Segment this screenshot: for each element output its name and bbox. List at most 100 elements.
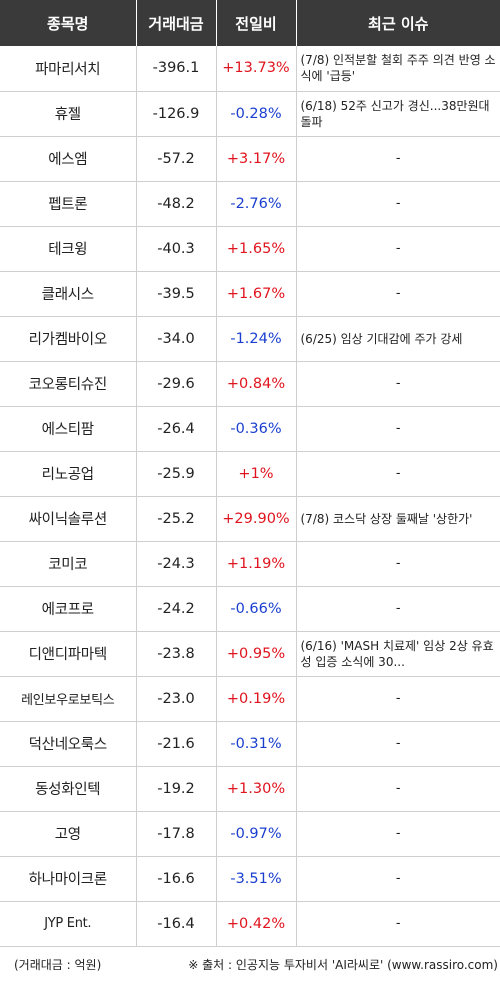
trade-volume: -25.2 (136, 496, 217, 542)
recent-issue: - (296, 181, 500, 227)
trade-volume: -25.9 (136, 451, 217, 497)
recent-issue: - (296, 226, 500, 272)
recent-issue-text: - (395, 915, 401, 931)
stock-name: 디앤디파마텍 (0, 631, 137, 677)
price-change: -0.31% (216, 721, 297, 767)
recent-issue: - (296, 361, 500, 407)
stock-name: 리노공업 (0, 451, 137, 497)
price-change: -0.36% (216, 406, 297, 452)
price-change: +13.73% (216, 46, 297, 92)
header-issue: 최근 이슈 (296, 0, 500, 46)
price-change: +1.67% (216, 271, 297, 317)
stock-name: 레인보우로보틱스 (0, 676, 137, 722)
recent-issue: - (296, 901, 500, 947)
recent-issue-text: - (395, 150, 401, 166)
table-row: 리노공업 -25.9 +1% - (0, 451, 500, 497)
trade-volume: -396.1 (136, 46, 217, 92)
trade-volume: -40.3 (136, 226, 217, 272)
recent-issue-text: - (395, 555, 401, 571)
price-change: +0.95% (216, 631, 297, 677)
recent-issue-text: - (395, 420, 401, 436)
price-change: +3.17% (216, 136, 297, 182)
recent-issue: - (296, 406, 500, 452)
table-row: 펩트론 -48.2 -2.76% - (0, 181, 500, 227)
stock-name: 코오롱티슈진 (0, 361, 137, 407)
price-change: +1.30% (216, 766, 297, 812)
recent-issue: (6/16) 'MASH 치료제' 임상 2상 유효성 입증 소식에 30... (296, 631, 500, 677)
recent-issue-text: - (395, 375, 401, 391)
price-change: +29.90% (216, 496, 297, 542)
recent-issue-text: - (395, 285, 401, 301)
table-row: 레인보우로보틱스 -23.0 +0.19% - (0, 676, 500, 722)
recent-issue-text: - (395, 780, 401, 796)
recent-issue: - (296, 811, 500, 857)
stock-name: 테크윙 (0, 226, 137, 272)
trade-volume: -21.6 (136, 721, 217, 767)
stock-name: 코미코 (0, 541, 137, 587)
table-row: 테크윙 -40.3 +1.65% - (0, 226, 500, 272)
stock-table: 종목명 거래대금 전일비 최근 이슈 파마리서치 -396.1 +13.73% (7/… (0, 0, 500, 947)
trade-volume: -17.8 (136, 811, 217, 857)
price-change: +0.42% (216, 901, 297, 947)
unit-note: (거래대금 : 억원) (14, 958, 102, 972)
table-row: 코미코 -24.3 +1.19% - (0, 541, 500, 587)
price-change: -1.24% (216, 316, 297, 362)
price-change: +1.65% (216, 226, 297, 272)
recent-issue: - (296, 451, 500, 497)
stock-name: 덕산네오룩스 (0, 721, 137, 767)
recent-issue: (6/25) 임상 기대감에 주가 강세 (296, 316, 500, 362)
stock-name: 동성화인텍 (0, 766, 137, 812)
stock-name: 에스티팜 (0, 406, 137, 452)
recent-issue: (6/18) 52주 신고가 경신...38만원대 돌파 (296, 91, 500, 137)
recent-issue: (7/8) 인적분할 철회 주주 의견 반영 소식에 '급등' (296, 46, 500, 92)
header-volume: 거래대금 (136, 0, 217, 46)
table-row: 디앤디파마텍 -23.8 +0.95% (6/16) 'MASH 치료제' 임상 2상… (0, 631, 500, 677)
table-row: 싸이닉솔루션 -25.2 +29.90% (7/8) 코스닥 상장 둘째날 '상한가' (0, 496, 500, 542)
stock-name: 휴젤 (0, 91, 137, 137)
source-note: ※ 출처 : 인공지능 투자비서 'AI라씨로' (www.rassiro.co… (188, 958, 498, 972)
recent-issue-text: - (395, 690, 401, 706)
trade-volume: -23.0 (136, 676, 217, 722)
trade-volume: -23.8 (136, 631, 217, 677)
trade-volume: -16.4 (136, 901, 217, 947)
recent-issue-text: (7/8) 코스닥 상장 둘째날 '상한가' (300, 511, 473, 526)
table-row: 에스티팜 -26.4 -0.36% - (0, 406, 500, 452)
recent-issue-text: (6/25) 임상 기대감에 주가 강세 (300, 331, 463, 346)
trade-volume: -48.2 (136, 181, 217, 227)
trade-volume: -26.4 (136, 406, 217, 452)
price-change: -2.76% (216, 181, 297, 227)
table-row: 파마리서치 -396.1 +13.73% (7/8) 인적분할 철회 주주 의견 반영… (0, 46, 500, 92)
table-row: 하나마이크론 -16.6 -3.51% - (0, 856, 500, 902)
price-change: +0.84% (216, 361, 297, 407)
header-change: 전일비 (216, 0, 297, 46)
stock-name: 고영 (0, 811, 137, 857)
recent-issue-text: - (395, 195, 401, 211)
table-row: 에스엠 -57.2 +3.17% - (0, 136, 500, 182)
recent-issue-text: (6/18) 52주 신고가 경신...38만원대 돌파 (300, 98, 490, 129)
trade-volume: -126.9 (136, 91, 217, 137)
trade-volume: -57.2 (136, 136, 217, 182)
table-row: 덕산네오룩스 -21.6 -0.31% - (0, 721, 500, 767)
recent-issue: - (296, 271, 500, 317)
stock-name: 에스엠 (0, 136, 137, 182)
recent-issue-text: - (395, 870, 401, 886)
recent-issue: - (296, 856, 500, 902)
header-name: 종목명 (0, 0, 137, 46)
trade-volume: -24.2 (136, 586, 217, 632)
recent-issue-text: - (395, 735, 401, 751)
price-change: -0.97% (216, 811, 297, 857)
stock-name: 리가켐바이오 (0, 316, 137, 362)
price-change: +1.19% (216, 541, 297, 587)
recent-issue: - (296, 541, 500, 587)
trade-volume: -19.2 (136, 766, 217, 812)
table-row: 에코프로 -24.2 -0.66% - (0, 586, 500, 632)
table-row: 휴젤 -126.9 -0.28% (6/18) 52주 신고가 경신...38만원대 … (0, 91, 500, 137)
trade-volume: -29.6 (136, 361, 217, 407)
recent-issue-text: - (395, 600, 401, 616)
stock-name: 싸이닉솔루션 (0, 496, 137, 542)
recent-issue-text: - (395, 465, 401, 481)
stock-name: 클래시스 (0, 271, 137, 317)
recent-issue-text: - (395, 240, 401, 256)
recent-issue-text: (7/8) 인적분할 철회 주주 의견 반영 소식에 '급등' (300, 53, 496, 84)
header-row: 종목명 거래대금 전일비 최근 이슈 (0, 0, 500, 46)
